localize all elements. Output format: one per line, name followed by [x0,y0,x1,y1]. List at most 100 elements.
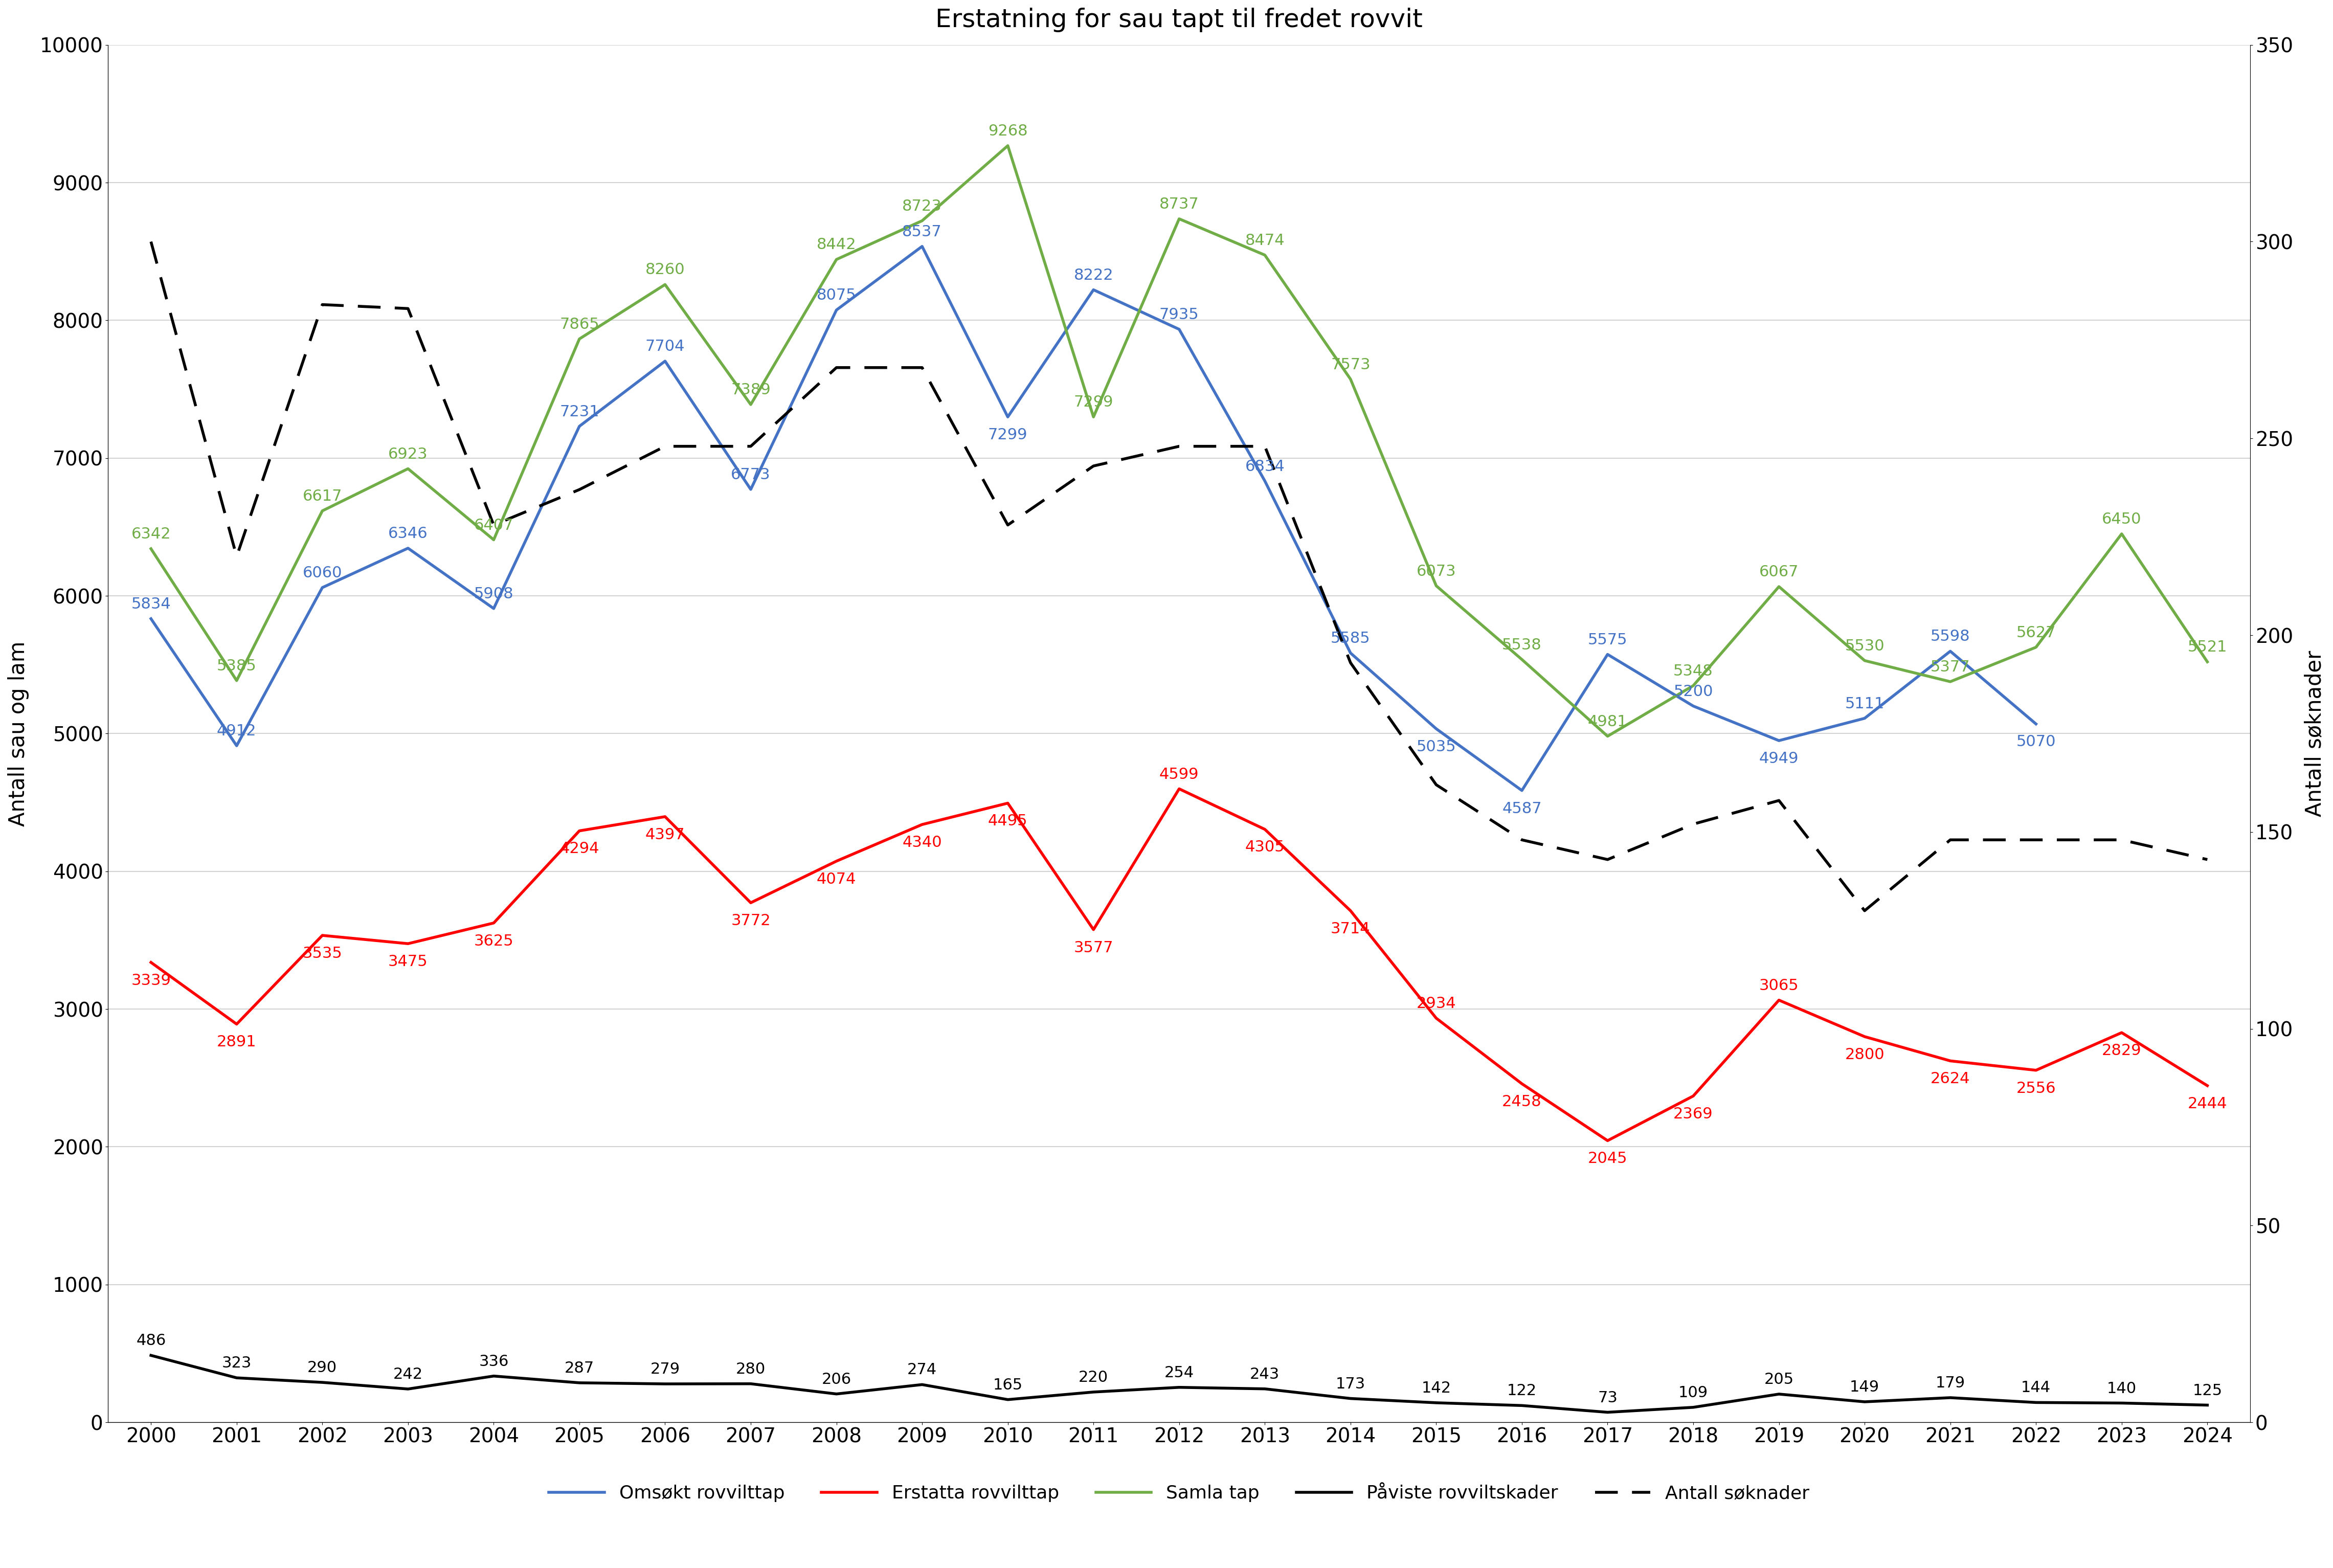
Text: 6407: 6407 [474,517,513,533]
Text: 6073: 6073 [1416,564,1456,579]
Text: 109: 109 [1677,1386,1708,1400]
Text: 6450: 6450 [2102,511,2142,527]
Text: 4305: 4305 [1246,840,1285,855]
Text: 486: 486 [135,1333,166,1348]
Text: 3065: 3065 [1759,978,1799,993]
Text: 142: 142 [1421,1381,1451,1396]
Text: 5200: 5200 [1673,684,1712,699]
Text: 5035: 5035 [1416,740,1456,754]
Text: 2369: 2369 [1673,1107,1712,1121]
Text: 280: 280 [735,1363,765,1377]
Text: 3577: 3577 [1073,941,1113,955]
Text: 6773: 6773 [730,467,770,483]
Text: 4981: 4981 [1589,715,1628,729]
Text: 4397: 4397 [646,828,686,842]
Text: 6067: 6067 [1759,564,1799,580]
Text: 4949: 4949 [1759,751,1799,767]
Text: 205: 205 [1764,1372,1794,1388]
Text: 5575: 5575 [1589,632,1628,648]
Text: 122: 122 [1507,1383,1537,1399]
Text: 8075: 8075 [817,289,856,303]
Text: 5530: 5530 [1845,638,1885,654]
Text: 8442: 8442 [817,237,856,252]
Text: 6346: 6346 [387,527,427,541]
Text: 220: 220 [1078,1370,1108,1385]
Text: 2829: 2829 [2102,1043,2142,1058]
Text: 165: 165 [994,1378,1022,1392]
Text: 4587: 4587 [1502,801,1542,815]
Text: 5834: 5834 [131,597,170,612]
Text: 287: 287 [565,1361,595,1375]
Text: 2458: 2458 [1502,1094,1542,1109]
Text: 6617: 6617 [303,489,343,503]
Legend: Omsøkt rovvilttap, Erstatta rovvilttap, Samla tap, Påviste rovviltskader, Antall: Omsøkt rovvilttap, Erstatta rovvilttap, … [541,1477,1817,1510]
Text: 140: 140 [2107,1381,2137,1396]
Text: 5377: 5377 [1929,660,1969,674]
Text: 279: 279 [651,1363,679,1377]
Text: 3535: 3535 [303,946,343,961]
Title: Erstatning for sau tapt til fredet rovvit: Erstatning for sau tapt til fredet rovvi… [936,8,1423,33]
Y-axis label: Antall søknader: Antall søknader [2305,651,2326,817]
Text: 2556: 2556 [2016,1080,2055,1096]
Text: 2624: 2624 [1929,1071,1969,1087]
Text: 5908: 5908 [474,586,513,602]
Text: 5585: 5585 [1330,630,1369,646]
Text: 4912: 4912 [217,724,257,739]
Text: 7935: 7935 [1160,307,1199,321]
Text: 5538: 5538 [1502,638,1542,652]
Y-axis label: Antall sau og lam: Antall sau og lam [7,641,28,826]
Text: 8537: 8537 [903,224,943,240]
Text: 3339: 3339 [131,974,170,988]
Text: 274: 274 [908,1363,938,1377]
Text: 3625: 3625 [474,933,513,949]
Text: 2891: 2891 [217,1035,257,1049]
Text: 3714: 3714 [1330,922,1369,936]
Text: 6342: 6342 [131,527,170,541]
Text: 4495: 4495 [987,814,1027,828]
Text: 8737: 8737 [1160,198,1199,212]
Text: 2800: 2800 [1845,1047,1885,1062]
Text: 9268: 9268 [987,124,1027,138]
Text: 5348: 5348 [1673,663,1712,679]
Text: 7704: 7704 [646,339,686,354]
Text: 5385: 5385 [217,659,257,674]
Text: 290: 290 [308,1361,338,1375]
Text: 4074: 4074 [817,872,856,886]
Text: 8222: 8222 [1073,268,1113,282]
Text: 5627: 5627 [2016,626,2055,640]
Text: 5070: 5070 [2016,734,2055,750]
Text: 4599: 4599 [1160,767,1199,782]
Text: 336: 336 [478,1355,509,1369]
Text: 149: 149 [1850,1380,1880,1394]
Text: 8260: 8260 [646,262,686,278]
Text: 7573: 7573 [1330,358,1369,372]
Text: 243: 243 [1250,1367,1281,1381]
Text: 4294: 4294 [560,842,600,856]
Text: 8723: 8723 [903,199,943,213]
Text: 2045: 2045 [1589,1151,1628,1167]
Text: 125: 125 [2193,1383,2223,1399]
Text: 179: 179 [1936,1375,1964,1391]
Text: 242: 242 [394,1367,422,1381]
Text: 4340: 4340 [903,836,943,850]
Text: 173: 173 [1334,1377,1365,1391]
Text: 73: 73 [1598,1391,1617,1405]
Text: 5521: 5521 [2188,640,2228,655]
Text: 2934: 2934 [1416,996,1456,1011]
Text: 3475: 3475 [387,955,427,969]
Text: 7389: 7389 [730,383,770,397]
Text: 144: 144 [2020,1380,2051,1396]
Text: 7231: 7231 [560,405,600,419]
Text: 7299: 7299 [1073,395,1113,409]
Text: 2444: 2444 [2188,1096,2228,1112]
Text: 206: 206 [821,1372,852,1386]
Text: 6060: 6060 [303,566,343,580]
Text: 7865: 7865 [560,317,600,332]
Text: 6834: 6834 [1246,459,1285,474]
Text: 5598: 5598 [1929,629,1969,644]
Text: 254: 254 [1164,1366,1194,1380]
Text: 5111: 5111 [1845,696,1885,712]
Text: 3772: 3772 [730,914,770,928]
Text: 8474: 8474 [1246,234,1285,248]
Text: 7299: 7299 [987,428,1027,442]
